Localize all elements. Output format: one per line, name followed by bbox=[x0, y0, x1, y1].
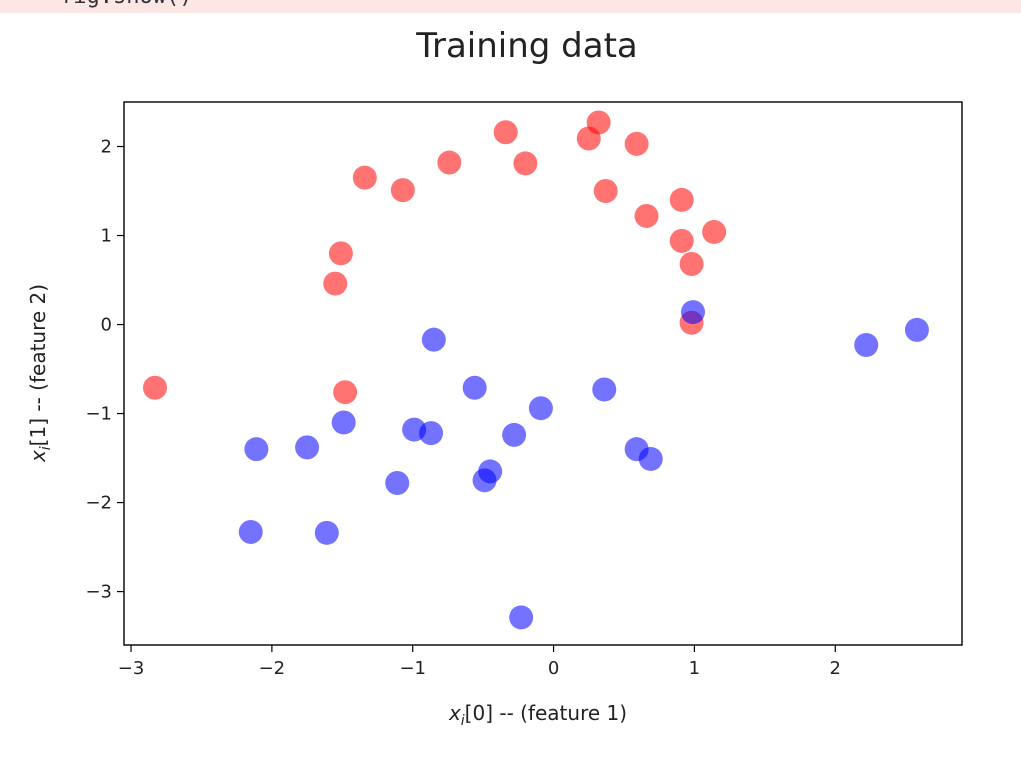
data-point bbox=[352, 165, 377, 190]
data-point bbox=[437, 150, 462, 175]
x-tick-label: 0 bbox=[548, 658, 559, 679]
y-axis-label: xi[1] -- (feature 2) bbox=[26, 284, 54, 463]
x-tick-label: −2 bbox=[259, 658, 286, 679]
plot-frame bbox=[123, 101, 963, 646]
data-point bbox=[238, 519, 263, 544]
y-tick-label: 1 bbox=[101, 226, 112, 247]
x-tick-label: −3 bbox=[118, 658, 145, 679]
x-axis-label-sub: i bbox=[461, 713, 465, 729]
data-point bbox=[390, 178, 415, 203]
x-axis-label-rest: [0] -- (feature 1) bbox=[465, 701, 627, 725]
data-point bbox=[478, 459, 503, 484]
data-point bbox=[593, 179, 618, 204]
data-point bbox=[331, 410, 356, 435]
data-point bbox=[586, 110, 611, 135]
data-point bbox=[624, 131, 649, 156]
data-point bbox=[502, 422, 527, 447]
y-axis-label-rest: [1] -- (feature 2) bbox=[26, 284, 50, 446]
data-point bbox=[528, 396, 553, 421]
chart-title: Training data bbox=[415, 26, 638, 66]
data-point bbox=[854, 333, 879, 358]
data-point bbox=[634, 203, 659, 228]
data-point bbox=[295, 435, 320, 460]
data-point bbox=[244, 437, 269, 462]
data-point bbox=[669, 228, 694, 253]
y-axis-label-sub: i bbox=[38, 446, 54, 450]
data-point bbox=[419, 421, 444, 446]
data-point bbox=[669, 187, 694, 212]
y-tick-label: −2 bbox=[85, 493, 112, 514]
data-point bbox=[314, 520, 339, 545]
data-point bbox=[680, 300, 705, 325]
data-point bbox=[462, 375, 487, 400]
code-cell-strip: fig.show() bbox=[0, 0, 1021, 13]
data-point bbox=[638, 446, 663, 471]
x-tick-label: 2 bbox=[830, 658, 841, 679]
data-point bbox=[679, 252, 704, 277]
data-point bbox=[142, 375, 167, 400]
x-tick-label: −1 bbox=[399, 658, 426, 679]
data-point bbox=[509, 605, 534, 630]
y-tick-label: 2 bbox=[101, 137, 112, 158]
x-axis-label: xi[0] -- (feature 1) bbox=[448, 701, 627, 729]
data-point bbox=[328, 241, 353, 266]
axis-ticks: −3 −2 −1 0 1 2 −3 −2 −1 0 1 2 bbox=[85, 137, 841, 679]
data-point bbox=[493, 120, 518, 145]
data-points bbox=[142, 110, 929, 630]
y-tick-label: −1 bbox=[85, 404, 112, 425]
data-point bbox=[904, 317, 929, 342]
data-point bbox=[333, 380, 358, 405]
data-point bbox=[323, 271, 348, 296]
data-point bbox=[592, 377, 617, 402]
y-tick-label: 0 bbox=[101, 315, 112, 336]
data-point bbox=[421, 327, 446, 352]
y-tick-label: −3 bbox=[85, 582, 112, 603]
code-cell-text: fig.show() bbox=[60, 0, 192, 9]
data-point bbox=[385, 470, 410, 495]
data-point bbox=[513, 151, 538, 176]
data-point bbox=[702, 219, 727, 244]
x-axis-label-var: x bbox=[448, 701, 461, 725]
x-tick-label: 1 bbox=[689, 658, 700, 679]
y-axis-label-var: x bbox=[26, 450, 50, 463]
